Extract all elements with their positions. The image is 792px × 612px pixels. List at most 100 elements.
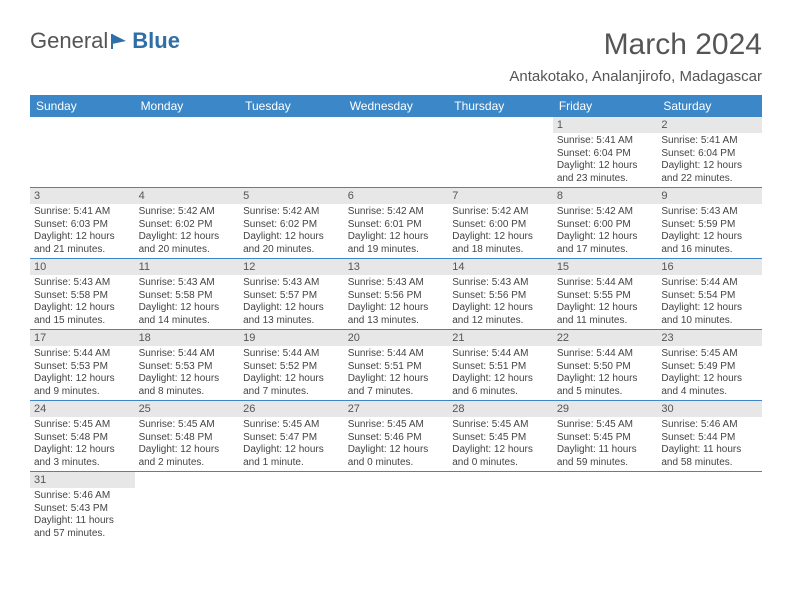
day-line: and 20 minutes.: [243, 244, 340, 257]
day-details: Sunrise: 5:43 AMSunset: 5:58 PMDaylight:…: [30, 275, 135, 329]
day-line: Sunset: 5:54 PM: [661, 290, 758, 303]
day-line: Sunrise: 5:44 AM: [557, 277, 654, 290]
day-number: 24: [30, 401, 135, 417]
day-line: Daylight: 12 hours: [348, 373, 445, 386]
day-cell: 6Sunrise: 5:42 AMSunset: 6:01 PMDaylight…: [344, 188, 449, 259]
day-line: and 2 minutes.: [139, 457, 236, 470]
day-line: Sunrise: 5:45 AM: [348, 419, 445, 432]
day-line: Daylight: 12 hours: [661, 373, 758, 386]
day-details: Sunrise: 5:44 AMSunset: 5:51 PMDaylight:…: [344, 346, 449, 400]
day-line: Daylight: 12 hours: [661, 302, 758, 315]
day-cell: 13Sunrise: 5:43 AMSunset: 5:56 PMDayligh…: [344, 259, 449, 330]
day-details: Sunrise: 5:45 AMSunset: 5:47 PMDaylight:…: [239, 417, 344, 471]
title-block: March 2024 Antakotako, Analanjirofo, Mad…: [509, 28, 762, 85]
day-line: Daylight: 12 hours: [452, 373, 549, 386]
day-number: 9: [657, 188, 762, 204]
day-line: Daylight: 12 hours: [139, 302, 236, 315]
weekday-header: Tuesday: [239, 95, 344, 117]
day-line: and 11 minutes.: [557, 315, 654, 328]
day-cell: 18Sunrise: 5:44 AMSunset: 5:53 PMDayligh…: [135, 330, 240, 401]
day-cell: [448, 117, 553, 188]
day-line: Sunrise: 5:44 AM: [139, 348, 236, 361]
day-line: Daylight: 11 hours: [661, 444, 758, 457]
day-line: and 0 minutes.: [348, 457, 445, 470]
day-line: Sunrise: 5:42 AM: [348, 206, 445, 219]
day-line: Sunrise: 5:41 AM: [34, 206, 131, 219]
day-line: Daylight: 12 hours: [139, 231, 236, 244]
day-line: Sunset: 5:56 PM: [452, 290, 549, 303]
day-line: Sunrise: 5:41 AM: [661, 135, 758, 148]
day-line: Sunrise: 5:42 AM: [557, 206, 654, 219]
day-details: Sunrise: 5:46 AMSunset: 5:44 PMDaylight:…: [657, 417, 762, 471]
calendar-body: 1Sunrise: 5:41 AMSunset: 6:04 PMDaylight…: [30, 117, 762, 542]
day-details: Sunrise: 5:44 AMSunset: 5:55 PMDaylight:…: [553, 275, 658, 329]
day-number: 6: [344, 188, 449, 204]
day-cell: 15Sunrise: 5:44 AMSunset: 5:55 PMDayligh…: [553, 259, 658, 330]
day-line: Sunrise: 5:44 AM: [243, 348, 340, 361]
day-number: 16: [657, 259, 762, 275]
day-number: 31: [30, 472, 135, 488]
day-details: Sunrise: 5:41 AMSunset: 6:03 PMDaylight:…: [30, 204, 135, 258]
day-line: Sunset: 6:03 PM: [34, 219, 131, 232]
flag-icon: [110, 32, 130, 50]
month-title: March 2024: [509, 28, 762, 62]
day-line: Sunrise: 5:44 AM: [348, 348, 445, 361]
day-cell: [239, 117, 344, 188]
brand-part2: Blue: [132, 28, 180, 54]
day-line: Sunrise: 5:43 AM: [34, 277, 131, 290]
day-line: Sunrise: 5:46 AM: [661, 419, 758, 432]
day-cell: 16Sunrise: 5:44 AMSunset: 5:54 PMDayligh…: [657, 259, 762, 330]
day-line: Daylight: 12 hours: [139, 373, 236, 386]
day-line: Sunset: 5:55 PM: [557, 290, 654, 303]
day-line: Sunrise: 5:45 AM: [557, 419, 654, 432]
day-line: and 9 minutes.: [34, 386, 131, 399]
day-cell: 27Sunrise: 5:45 AMSunset: 5:46 PMDayligh…: [344, 401, 449, 472]
day-line: Sunset: 6:00 PM: [557, 219, 654, 232]
day-line: Daylight: 12 hours: [348, 444, 445, 457]
day-number: 7: [448, 188, 553, 204]
day-cell: 24Sunrise: 5:45 AMSunset: 5:48 PMDayligh…: [30, 401, 135, 472]
day-details: Sunrise: 5:44 AMSunset: 5:53 PMDaylight:…: [135, 346, 240, 400]
day-line: Sunset: 6:04 PM: [557, 148, 654, 161]
day-cell: [239, 472, 344, 543]
day-line: and 18 minutes.: [452, 244, 549, 257]
day-line: Sunrise: 5:43 AM: [452, 277, 549, 290]
calendar-head: SundayMondayTuesdayWednesdayThursdayFrid…: [30, 95, 762, 117]
day-line: Daylight: 12 hours: [557, 373, 654, 386]
day-line: Sunset: 5:47 PM: [243, 432, 340, 445]
day-cell: [135, 117, 240, 188]
day-cell: [30, 117, 135, 188]
day-line: Daylight: 12 hours: [348, 231, 445, 244]
day-details: Sunrise: 5:42 AMSunset: 6:01 PMDaylight:…: [344, 204, 449, 258]
day-cell: 28Sunrise: 5:45 AMSunset: 5:45 PMDayligh…: [448, 401, 553, 472]
day-line: Daylight: 12 hours: [661, 160, 758, 173]
day-number: 18: [135, 330, 240, 346]
day-details: Sunrise: 5:41 AMSunset: 6:04 PMDaylight:…: [657, 133, 762, 187]
day-cell: 26Sunrise: 5:45 AMSunset: 5:47 PMDayligh…: [239, 401, 344, 472]
day-cell: 21Sunrise: 5:44 AMSunset: 5:51 PMDayligh…: [448, 330, 553, 401]
day-number: 3: [30, 188, 135, 204]
day-line: Sunset: 5:43 PM: [34, 503, 131, 516]
day-line: Sunrise: 5:45 AM: [34, 419, 131, 432]
weekday-header: Wednesday: [344, 95, 449, 117]
day-details: Sunrise: 5:44 AMSunset: 5:50 PMDaylight:…: [553, 346, 658, 400]
day-number: 11: [135, 259, 240, 275]
day-details: Sunrise: 5:44 AMSunset: 5:52 PMDaylight:…: [239, 346, 344, 400]
day-line: Sunset: 5:56 PM: [348, 290, 445, 303]
day-line: Daylight: 12 hours: [243, 373, 340, 386]
day-cell: 5Sunrise: 5:42 AMSunset: 6:02 PMDaylight…: [239, 188, 344, 259]
day-line: and 13 minutes.: [348, 315, 445, 328]
day-line: Sunrise: 5:43 AM: [243, 277, 340, 290]
day-line: Daylight: 12 hours: [661, 231, 758, 244]
day-cell: 25Sunrise: 5:45 AMSunset: 5:48 PMDayligh…: [135, 401, 240, 472]
day-cell: 30Sunrise: 5:46 AMSunset: 5:44 PMDayligh…: [657, 401, 762, 472]
day-number: 17: [30, 330, 135, 346]
day-line: Sunset: 5:52 PM: [243, 361, 340, 374]
brand-logo: General Blue: [30, 28, 180, 54]
day-cell: 17Sunrise: 5:44 AMSunset: 5:53 PMDayligh…: [30, 330, 135, 401]
day-number: 26: [239, 401, 344, 417]
day-line: Daylight: 11 hours: [557, 444, 654, 457]
day-line: Sunset: 6:01 PM: [348, 219, 445, 232]
day-number: 1: [553, 117, 658, 133]
day-line: Sunset: 6:00 PM: [452, 219, 549, 232]
